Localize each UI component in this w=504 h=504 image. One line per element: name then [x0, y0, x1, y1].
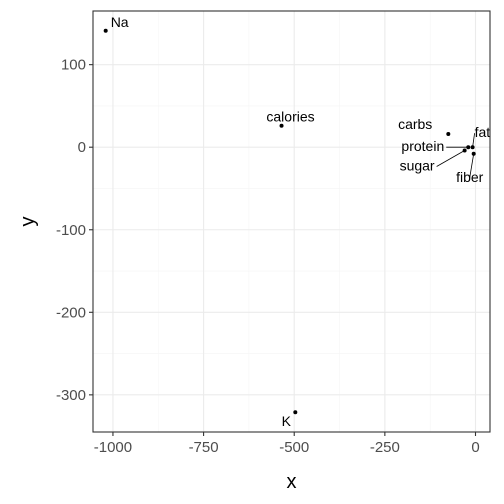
x-tick-label: 0 — [471, 439, 479, 456]
data-point-fiber — [471, 151, 476, 156]
data-point-fat — [470, 145, 475, 150]
leader-line-fat — [472, 133, 475, 148]
data-point-K — [293, 410, 298, 415]
minor-gridlines — [93, 11, 490, 432]
leader-line-sugar — [436, 150, 465, 167]
x-tick-label: -1000 — [94, 439, 132, 456]
y-axis-title: y — [17, 217, 39, 227]
point-label-protein: protein — [401, 138, 444, 154]
leader-line-fiber — [469, 153, 475, 178]
label-leader-lines — [436, 133, 475, 178]
data-point-Na — [103, 28, 108, 33]
data-point-carbs — [446, 131, 451, 136]
point-label-fat: fat — [475, 124, 491, 140]
x-tick-label: -250 — [370, 439, 400, 456]
point-label-fiber: fiber — [456, 169, 484, 185]
data-point-sugar — [462, 148, 467, 153]
major-gridlines — [93, 11, 490, 432]
x-axis-title: x — [287, 471, 297, 493]
panel-border — [92, 10, 491, 433]
x-axis-ticks: -1000 -750 -500 -250 0 — [94, 432, 480, 456]
point-label-calories: calories — [266, 109, 314, 125]
y-tick-label: 0 — [78, 139, 86, 156]
data-point-calories — [279, 123, 284, 128]
y-axis-ticks: 100 0 -100 -200 -300 — [56, 57, 93, 404]
point-label-Na: Na — [111, 14, 129, 30]
point-labels: Na calories carbs fat protein sugar fiber K — [111, 14, 491, 429]
x-tick-label: -750 — [189, 439, 219, 456]
y-tick-label: -100 — [56, 222, 86, 239]
data-points — [103, 28, 476, 415]
y-tick-label: -200 — [56, 304, 86, 321]
x-tick-label: -500 — [279, 439, 309, 456]
y-tick-label: -300 — [56, 387, 86, 404]
point-label-K: K — [282, 413, 292, 429]
y-tick-label: 100 — [61, 57, 86, 74]
point-label-carbs: carbs — [398, 116, 432, 132]
data-point-protein — [466, 145, 471, 150]
point-label-sugar: sugar — [400, 158, 435, 174]
